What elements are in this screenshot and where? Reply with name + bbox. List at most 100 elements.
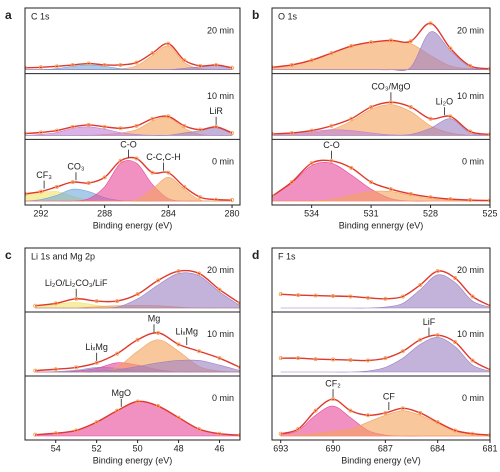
x-tick-label: 292 — [33, 208, 48, 218]
data-point — [38, 189, 43, 194]
data-point — [217, 431, 222, 436]
x-tick-label: 46 — [215, 443, 225, 453]
time-label: 10 min — [457, 329, 484, 339]
data-point — [289, 180, 294, 185]
component-area — [280, 274, 490, 309]
data-point — [448, 197, 453, 202]
data-point — [54, 128, 59, 133]
envelope-line — [35, 269, 240, 307]
data-point — [135, 337, 140, 342]
x-axis-label: Binding energy (eV) — [93, 455, 173, 465]
x-tick-label: 288 — [97, 208, 112, 218]
data-point — [388, 100, 393, 105]
data-point — [348, 294, 353, 299]
data-point — [296, 293, 301, 298]
data-point — [470, 294, 475, 299]
data-point — [150, 51, 155, 56]
data-point — [313, 293, 318, 298]
data-point — [115, 351, 120, 356]
data-point — [272, 65, 274, 70]
data-point — [134, 156, 139, 161]
data-point — [33, 368, 38, 373]
data-point — [86, 61, 91, 66]
data-point — [25, 191, 27, 196]
data-point — [198, 63, 203, 68]
x-axis-label: Binding energy (eV) — [341, 455, 421, 465]
data-point — [453, 276, 458, 281]
data-point — [448, 114, 453, 119]
data-point — [296, 427, 301, 432]
data-point — [348, 358, 353, 363]
data-point — [230, 65, 235, 70]
data-point — [156, 404, 161, 409]
spectrum — [278, 397, 490, 438]
data-point — [408, 39, 413, 44]
data-point — [468, 63, 473, 68]
data-point — [400, 349, 405, 354]
x-tick-label: 52 — [92, 443, 102, 453]
data-point — [182, 184, 187, 189]
x-axis-label: Binding energy (eV) — [93, 220, 173, 230]
component-area — [280, 410, 490, 437]
annotation: LiR — [209, 106, 223, 116]
data-point — [176, 269, 181, 274]
data-point — [329, 158, 334, 163]
data-point — [86, 181, 91, 186]
data-point — [197, 349, 202, 354]
data-point — [331, 294, 336, 299]
data-point — [70, 124, 75, 129]
panel-title: F 1s — [278, 251, 296, 261]
data-point — [428, 116, 433, 121]
data-point — [369, 104, 374, 109]
data-point — [230, 130, 235, 135]
panel-title: Li 1s and Mg 2p — [31, 251, 95, 261]
data-point — [408, 104, 413, 109]
data-point — [156, 278, 161, 283]
x-tick-label: 48 — [174, 443, 184, 453]
x-tick-label: 54 — [51, 443, 61, 453]
data-point — [86, 122, 91, 127]
data-point — [329, 51, 334, 56]
data-point — [468, 129, 473, 134]
plot-frame — [271, 7, 491, 206]
x-tick-label: 280 — [225, 208, 240, 218]
data-point — [217, 287, 222, 292]
data-point — [418, 282, 423, 287]
annotation: CO₃/MgO — [371, 82, 410, 92]
annotation: LiₓMg — [176, 326, 198, 336]
data-point — [70, 62, 75, 67]
data-point — [214, 62, 219, 67]
data-point — [197, 271, 202, 276]
data-point — [54, 184, 59, 189]
component-area — [272, 118, 490, 136]
data-point — [150, 170, 155, 175]
data-point — [33, 432, 38, 437]
data-point — [230, 198, 235, 203]
plot-frame — [24, 247, 241, 441]
data-point — [309, 58, 314, 63]
data-point — [272, 131, 274, 136]
data-point — [418, 337, 423, 342]
envelope-line — [280, 334, 490, 371]
data-point — [278, 431, 283, 436]
component-area — [272, 190, 490, 202]
x-axis-label: Binding ennergy (eV) — [339, 220, 424, 230]
data-point — [25, 65, 27, 70]
time-label: 0 min — [212, 157, 234, 167]
data-point — [309, 128, 314, 133]
data-point — [74, 428, 79, 433]
component-area — [35, 359, 240, 373]
data-point — [349, 116, 354, 121]
data-point — [198, 127, 203, 132]
data-point — [94, 299, 99, 304]
x-tick-label: 690 — [326, 443, 341, 453]
data-point — [54, 64, 59, 69]
data-point — [214, 124, 219, 129]
data-point — [348, 408, 353, 413]
spectrum — [25, 156, 235, 203]
data-point — [365, 358, 370, 363]
data-point — [38, 130, 43, 135]
data-point — [418, 410, 423, 415]
data-point — [53, 301, 58, 306]
spectrum — [272, 100, 490, 137]
